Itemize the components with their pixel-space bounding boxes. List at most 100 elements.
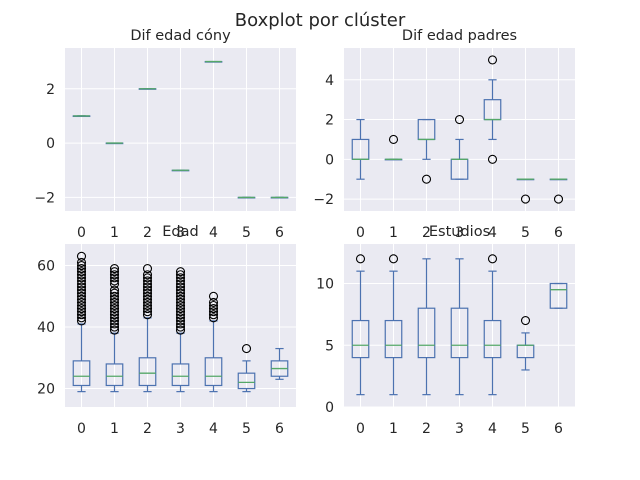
- outlier-point: [520, 194, 531, 204]
- outlier-point: [109, 304, 120, 314]
- outlier-point: [175, 297, 186, 307]
- box-0: [72, 115, 91, 118]
- outlier-point: [76, 282, 87, 292]
- x-tick-label: 6: [554, 225, 563, 241]
- outlier-point: [175, 300, 186, 311]
- box-0: [351, 118, 370, 180]
- x-tick-label: 4: [209, 421, 218, 437]
- box-0: [351, 254, 370, 396]
- outlier-point: [241, 344, 252, 354]
- x-tick-label: 4: [209, 225, 218, 241]
- x-tick-label: 5: [242, 421, 251, 437]
- outlier-point: [76, 285, 87, 295]
- panel-title: Dif edad padres: [402, 28, 517, 44]
- outlier-point: [175, 325, 186, 335]
- outlier-point: [76, 267, 87, 277]
- box-6: [549, 178, 568, 204]
- outlier-point: [76, 273, 87, 283]
- y-tick-label: −2: [313, 192, 334, 208]
- outlier-point: [355, 254, 366, 264]
- box-body: [138, 357, 157, 387]
- panel-title: Edad: [162, 224, 198, 240]
- y-tick-label: 0: [325, 400, 334, 416]
- x-tick-label: 0: [356, 421, 365, 437]
- y-tick-label: 40: [37, 320, 55, 336]
- x-tick-label: 6: [275, 421, 284, 437]
- box-5: [516, 316, 535, 371]
- outlier-point: [208, 300, 219, 311]
- outlier-point: [175, 291, 186, 301]
- x-tick-label: 0: [77, 225, 86, 241]
- box-3: [450, 258, 469, 396]
- box-3: [450, 115, 469, 180]
- box-1: [105, 264, 124, 393]
- outlier-point: [175, 294, 186, 304]
- x-tick-label: 1: [389, 225, 398, 241]
- outlier-point: [142, 270, 153, 280]
- box-5: [516, 178, 535, 204]
- outlier-point: [76, 288, 87, 298]
- x-tick-label: 3: [176, 225, 185, 241]
- outlier-point: [76, 310, 87, 320]
- box-4: [483, 254, 502, 396]
- outlier-point: [109, 267, 120, 277]
- outlier-point: [109, 279, 120, 289]
- outlier-point: [142, 304, 153, 314]
- outlier-point: [142, 291, 153, 301]
- outlier-point: [76, 257, 87, 268]
- outlier-point: [520, 316, 531, 326]
- outlier-point: [175, 267, 186, 277]
- box-0: [72, 251, 91, 393]
- box-body: [237, 372, 256, 390]
- outlier-point: [142, 288, 153, 298]
- outlier-point: [109, 297, 120, 307]
- box-4: [483, 55, 502, 164]
- outlier-point: [109, 294, 120, 304]
- outlier-point: [142, 282, 153, 292]
- panel-1: −2 0 2 4 0 1 2 3 4 5 6 Dif edad padres: [313, 28, 575, 241]
- outlier-point: [109, 310, 120, 320]
- outlier-point: [76, 294, 87, 304]
- outlier-point: [553, 194, 564, 204]
- box-body: [105, 363, 124, 387]
- outlier-point: [109, 285, 120, 295]
- x-tick-label: 1: [389, 421, 398, 437]
- outlier-point: [142, 279, 153, 289]
- x-tick-label: 2: [143, 225, 152, 241]
- y-tick-label: 0: [325, 152, 334, 168]
- box-body: [483, 319, 502, 359]
- outlier-point: [76, 300, 87, 311]
- outlier-point: [76, 264, 87, 274]
- box-body: [204, 357, 223, 387]
- x-tick-label: 4: [488, 421, 497, 437]
- y-tick-label: 0: [46, 136, 55, 152]
- outlier-point: [175, 322, 186, 332]
- box-body: [384, 319, 403, 359]
- y-tick-label: 2: [46, 82, 55, 98]
- outlier-point: [142, 297, 153, 307]
- outlier-point: [109, 264, 120, 274]
- x-tick-label: 3: [176, 421, 185, 437]
- outlier-point: [109, 273, 120, 283]
- panel-0: −2 0 2 0 1 2 3 4 5 6 Dif edad cóny: [34, 28, 296, 241]
- box-3: [171, 169, 190, 172]
- outlier-point: [487, 254, 498, 264]
- box-5: [237, 196, 256, 199]
- outlier-point: [208, 313, 219, 323]
- x-tick-label: 1: [110, 421, 119, 437]
- outlier-point: [175, 279, 186, 289]
- outlier-point: [76, 270, 87, 280]
- outlier-point: [109, 291, 120, 301]
- outlier-point: [142, 300, 153, 311]
- y-tick-label: 10: [316, 277, 334, 293]
- outlier-point: [175, 285, 186, 295]
- box-6: [549, 282, 568, 309]
- outlier-point: [76, 251, 87, 261]
- outlier-point: [175, 316, 186, 326]
- box-4: [204, 60, 223, 63]
- outlier-point: [76, 279, 87, 289]
- box-body: [171, 363, 190, 387]
- outlier-point: [76, 291, 87, 301]
